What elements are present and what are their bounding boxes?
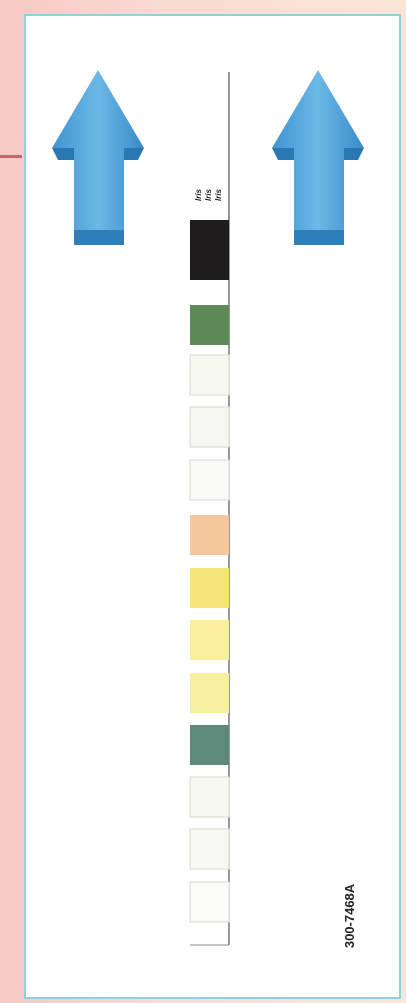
pad — [190, 777, 229, 817]
pad — [190, 829, 229, 869]
page: {"product_code": "300-7468A", "brand_mar… — [0, 0, 406, 1003]
brand-mark: Iris — [194, 188, 203, 201]
scene: IrisIrisIris 300-7468A — [0, 0, 406, 1003]
brand-mark: Iris — [214, 188, 223, 201]
edge-mark — [0, 155, 22, 158]
pad — [190, 407, 229, 447]
pad — [190, 515, 229, 555]
pad — [190, 882, 229, 922]
brand-mark: Iris — [204, 188, 213, 201]
pad — [190, 725, 229, 765]
product-code: 300-7468A — [342, 883, 357, 948]
pad — [190, 460, 229, 500]
pads — [190, 220, 229, 922]
pad — [190, 620, 229, 660]
pad — [190, 305, 229, 345]
pad — [190, 673, 229, 713]
pad — [190, 355, 229, 395]
pad — [190, 568, 229, 608]
pad — [190, 220, 229, 280]
